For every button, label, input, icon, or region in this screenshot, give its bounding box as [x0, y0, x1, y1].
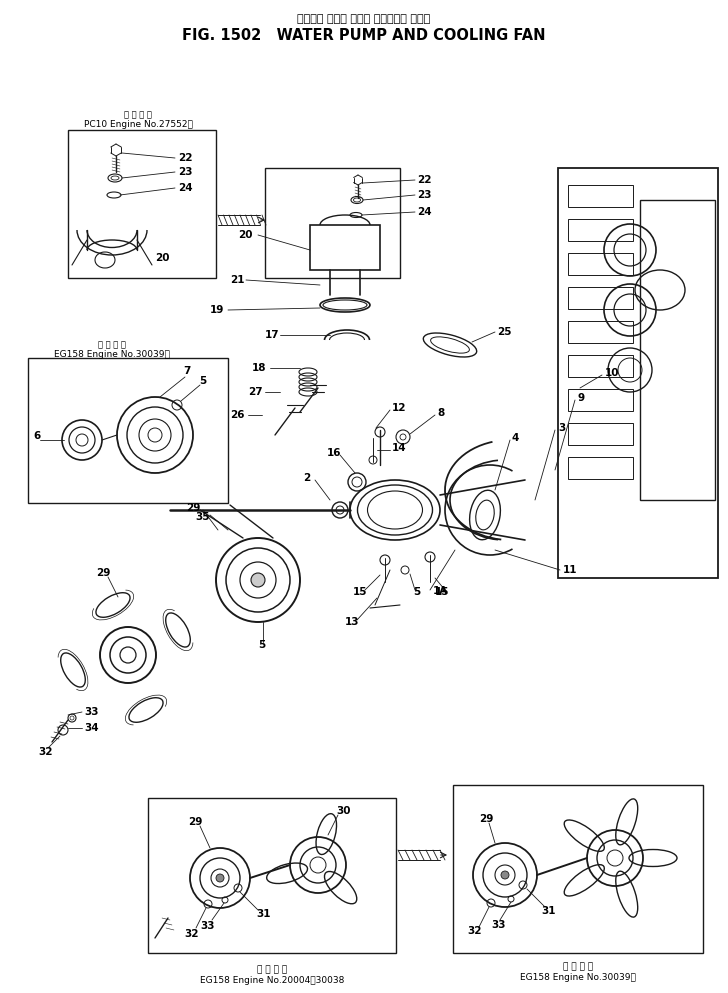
Text: 33: 33	[491, 920, 505, 930]
Text: 15: 15	[353, 587, 368, 597]
Text: 24: 24	[417, 207, 432, 217]
Bar	[68, 130, 216, 278]
Text: 35: 35	[195, 512, 210, 522]
Bar	[453, 785, 703, 953]
Text: EG158 Engine No.30039～: EG158 Engine No.30039～	[520, 973, 636, 982]
Text: 22: 22	[417, 175, 432, 185]
Text: 2: 2	[303, 473, 310, 483]
Bar	[28, 358, 228, 503]
Bar	[568, 389, 633, 411]
Text: 21: 21	[230, 275, 245, 285]
Circle shape	[216, 874, 224, 882]
Text: 32: 32	[38, 747, 52, 757]
Text: ウォータ ポンプ および クーリング ファン: ウォータ ポンプ および クーリング ファン	[297, 14, 431, 24]
Text: 4: 4	[512, 433, 519, 443]
Bar	[568, 321, 633, 343]
Text: 20: 20	[155, 253, 170, 263]
Text: 18: 18	[252, 363, 266, 373]
Text: 20: 20	[238, 230, 253, 240]
Bar	[568, 253, 633, 275]
Bar	[310, 225, 380, 270]
Text: 7: 7	[183, 366, 191, 376]
Text: 5: 5	[199, 376, 206, 386]
Text: 34: 34	[84, 723, 98, 733]
Bar	[148, 798, 396, 953]
Text: 14: 14	[392, 443, 407, 453]
Text: 16: 16	[327, 448, 341, 458]
Circle shape	[501, 871, 509, 879]
Text: 15: 15	[435, 587, 449, 597]
Text: 33: 33	[84, 707, 98, 717]
Text: 30: 30	[336, 806, 350, 816]
Text: 9: 9	[578, 393, 585, 403]
Text: 19: 19	[210, 305, 224, 315]
Text: 10: 10	[605, 368, 620, 378]
Text: 25: 25	[497, 327, 512, 337]
Text: 29: 29	[479, 814, 494, 824]
Text: PC10 Engine No.27552～: PC10 Engine No.27552～	[84, 120, 192, 129]
Bar	[568, 355, 633, 377]
Bar	[265, 168, 400, 278]
Text: 17: 17	[265, 330, 280, 340]
Circle shape	[251, 573, 265, 587]
Text: 29: 29	[188, 817, 202, 827]
Text: 5: 5	[413, 587, 420, 597]
Text: 31: 31	[256, 909, 271, 919]
Text: 8: 8	[437, 408, 444, 418]
Text: 11: 11	[563, 565, 577, 575]
Text: 6: 6	[33, 431, 40, 441]
Text: EG158 Engine No.30039～: EG158 Engine No.30039～	[54, 350, 170, 359]
Text: 27: 27	[248, 387, 263, 397]
Text: EG158 Engine No.20004～30038: EG158 Engine No.20004～30038	[199, 976, 344, 985]
Text: 1A: 1A	[433, 586, 448, 596]
Text: 適 用 号 機: 適 用 号 機	[98, 340, 126, 349]
Text: 適 用 号 機: 適 用 号 機	[257, 965, 287, 974]
Text: 23: 23	[178, 167, 192, 177]
Text: 12: 12	[392, 403, 406, 413]
Text: FIG. 1502   WATER PUMP AND COOLING FAN: FIG. 1502 WATER PUMP AND COOLING FAN	[182, 28, 546, 43]
Text: 23: 23	[417, 190, 432, 200]
Bar	[568, 423, 633, 445]
Text: 適 用 号 機: 適 用 号 機	[563, 962, 593, 971]
Text: 26: 26	[230, 410, 245, 420]
Bar	[640, 200, 715, 500]
Bar	[568, 219, 633, 241]
Text: 29: 29	[186, 503, 200, 513]
Text: 33: 33	[200, 921, 215, 931]
Text: 5: 5	[258, 640, 265, 650]
Bar	[558, 168, 718, 578]
Text: 3: 3	[558, 423, 565, 433]
Bar	[568, 185, 633, 207]
Bar	[568, 287, 633, 309]
Text: 24: 24	[178, 183, 193, 193]
Text: 13: 13	[345, 617, 360, 627]
Text: 32: 32	[184, 929, 199, 939]
Text: 22: 22	[178, 153, 192, 163]
Text: 32: 32	[467, 926, 481, 936]
Text: 31: 31	[541, 906, 555, 916]
Text: 29: 29	[96, 568, 111, 578]
Text: 適 用 号 機: 適 用 号 機	[124, 110, 152, 119]
Bar	[568, 457, 633, 479]
